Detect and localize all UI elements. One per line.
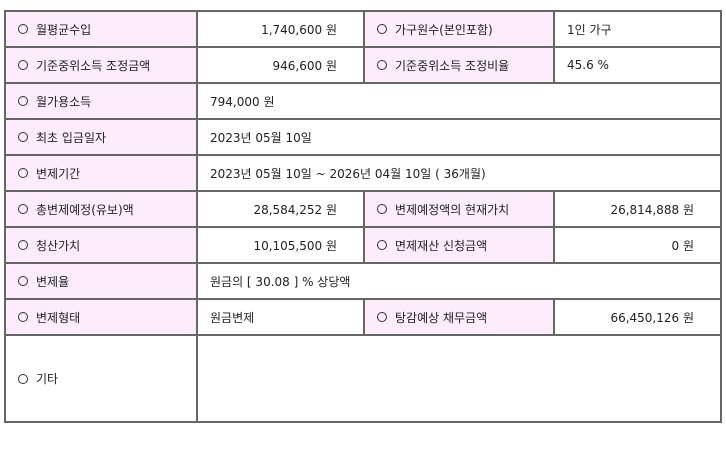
- value-cell: 66,450,126 원: [553, 298, 722, 336]
- value-cell: 0 원: [553, 226, 722, 264]
- circle-bullet-icon: [377, 24, 387, 34]
- circle-bullet-icon: [377, 60, 387, 70]
- value-cell: 1,740,600 원: [196, 10, 365, 48]
- label-cell: 청산가치: [4, 226, 198, 264]
- circle-bullet-icon: [18, 276, 28, 286]
- table-row: 변제율 원금의 [ 30.08 ] % 상당액: [4, 262, 722, 300]
- label-text: 총변제예정(유보)액: [36, 202, 134, 217]
- label-text: 월평균수입: [36, 22, 92, 37]
- label-text: 청산가치: [36, 238, 81, 253]
- table-row: 최초 입금일자 2023년 05월 10일: [4, 118, 722, 156]
- label-text: 변제예정액의 현재가치: [395, 202, 510, 217]
- circle-bullet-icon: [377, 240, 387, 250]
- label-cell: 기타: [4, 334, 198, 423]
- table-row: 월평균수입 1,740,600 원 가구원수(본인포함) 1인 가구: [4, 10, 722, 48]
- label-text: 기타: [36, 372, 59, 386]
- label-cell: 총변제예정(유보)액: [4, 190, 198, 228]
- label-cell: 변제형태: [4, 298, 198, 336]
- table-row: 기타: [4, 334, 722, 423]
- label-cell: 변제율: [4, 262, 198, 300]
- table-row: 기준중위소득 조정금액 946,600 원 기준중위소득 조정비율 45.6 %: [4, 46, 722, 84]
- label-cell: 월평균수입: [4, 10, 198, 48]
- label-cell: 월가용소득: [4, 82, 198, 120]
- circle-bullet-icon: [18, 312, 28, 322]
- label-text: 가구원수(본인포함): [395, 22, 493, 37]
- circle-bullet-icon: [18, 96, 28, 106]
- label-text: 면제재산 신청금액: [395, 238, 488, 253]
- value-cell: 26,814,888 원: [553, 190, 722, 228]
- circle-bullet-icon: [18, 60, 28, 70]
- label-cell: 탕감예상 채무금액: [363, 298, 555, 336]
- label-cell: 면제재산 신청금액: [363, 226, 555, 264]
- value-cell: 1인 가구: [553, 10, 722, 48]
- circle-bullet-icon: [18, 168, 28, 178]
- label-text: 기준중위소득 조정비율: [395, 58, 510, 73]
- label-text: 탕감예상 채무금액: [395, 310, 488, 325]
- label-cell: 가구원수(본인포함): [363, 10, 555, 48]
- repayment-plan-table: 월평균수입 1,740,600 원 가구원수(본인포함) 1인 가구 기준중위소…: [4, 10, 722, 423]
- value-cell: 원금의 [ 30.08 ] % 상당액: [196, 262, 722, 300]
- value-cell: 28,584,252 원: [196, 190, 365, 228]
- value-cell: 10,105,500 원: [196, 226, 365, 264]
- label-cell: 변제예정액의 현재가치: [363, 190, 555, 228]
- value-cell: [196, 334, 722, 423]
- table-row: 월가용소득 794,000 원: [4, 82, 722, 120]
- circle-bullet-icon: [18, 204, 28, 214]
- value-cell: 794,000 원: [196, 82, 722, 120]
- table-row: 청산가치 10,105,500 원 면제재산 신청금액 0 원: [4, 226, 722, 264]
- label-text: 변제형태: [36, 310, 81, 325]
- label-cell: 기준중위소득 조정금액: [4, 46, 198, 84]
- circle-bullet-icon: [377, 204, 387, 214]
- table-row: 변제형태 원금변제 탕감예상 채무금액 66,450,126 원: [4, 298, 722, 336]
- circle-bullet-icon: [18, 373, 28, 384]
- value-cell: 45.6 %: [553, 46, 722, 84]
- value-cell: 946,600 원: [196, 46, 365, 84]
- value-cell: 2023년 05월 10일 ~ 2026년 04월 10일 ( 36개월): [196, 154, 722, 192]
- label-text: 월가용소득: [36, 94, 92, 109]
- label-text: 변제율: [36, 274, 70, 289]
- circle-bullet-icon: [18, 240, 28, 250]
- label-text: 기준중위소득 조정금액: [36, 58, 151, 73]
- value-cell: 2023년 05월 10일: [196, 118, 722, 156]
- label-cell: 기준중위소득 조정비율: [363, 46, 555, 84]
- label-cell: 최초 입금일자: [4, 118, 198, 156]
- label-cell: 변제기간: [4, 154, 198, 192]
- circle-bullet-icon: [18, 24, 28, 34]
- table-row: 총변제예정(유보)액 28,584,252 원 변제예정액의 현재가치 26,8…: [4, 190, 722, 228]
- label-text: 최초 입금일자: [36, 130, 107, 145]
- label-text: 변제기간: [36, 166, 81, 181]
- table-row: 변제기간 2023년 05월 10일 ~ 2026년 04월 10일 ( 36개…: [4, 154, 722, 192]
- value-cell: 원금변제: [196, 298, 365, 336]
- circle-bullet-icon: [377, 312, 387, 322]
- circle-bullet-icon: [18, 132, 28, 142]
